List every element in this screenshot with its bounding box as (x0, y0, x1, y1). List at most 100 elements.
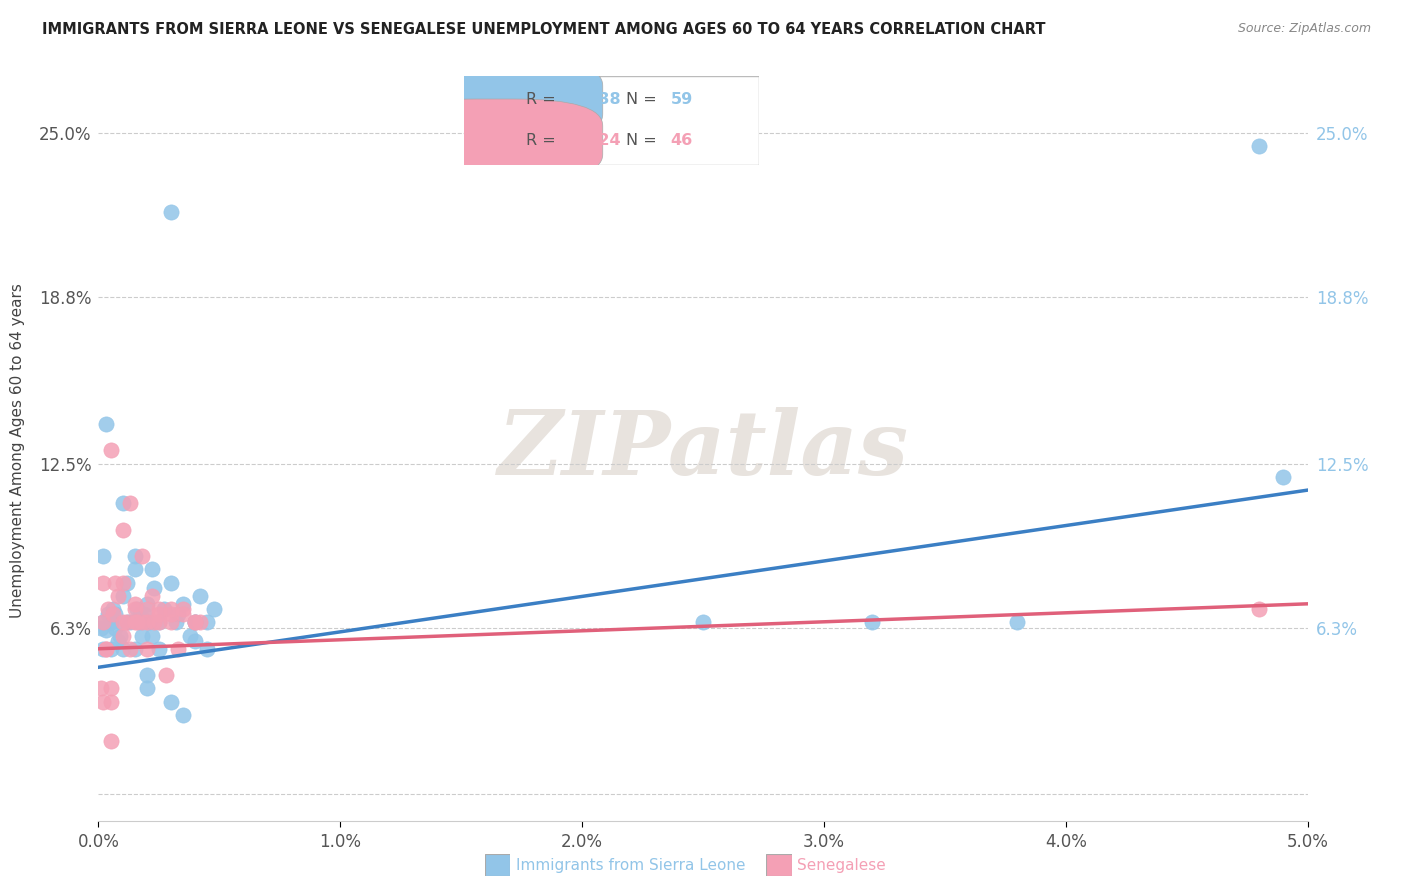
Text: R =: R = (526, 93, 561, 107)
Point (100, 681, 122, 696)
Point (124, 549, 146, 564)
Text: 0.338: 0.338 (571, 93, 621, 107)
Point (111, 615, 134, 630)
Point (188, 589, 211, 603)
Point (111, 629, 134, 643)
Point (141, 629, 163, 643)
Point (111, 589, 134, 603)
Point (111, 523, 134, 537)
Text: IMMIGRANTS FROM SIERRA LEONE VS SENEGALESE UNEMPLOYMENT AMONG AGES 60 TO 64 YEAR: IMMIGRANTS FROM SIERRA LEONE VS SENEGALE… (42, 22, 1046, 37)
Point (135, 597, 157, 611)
Point (195, 641, 218, 656)
Point (94, 417, 117, 431)
FancyBboxPatch shape (464, 76, 759, 165)
Point (117, 615, 139, 630)
Point (94, 624, 117, 638)
Point (167, 641, 190, 656)
Point (94, 641, 117, 656)
Point (91, 615, 114, 630)
Point (94, 641, 117, 656)
Point (1007, 615, 1029, 630)
Point (127, 615, 149, 630)
Point (860, 615, 883, 630)
Point (179, 629, 201, 643)
Point (160, 205, 183, 219)
Y-axis label: Unemployment Among Ages 60 to 64 years: Unemployment Among Ages 60 to 64 years (10, 283, 25, 618)
Point (184, 615, 207, 630)
Point (135, 615, 157, 630)
Point (131, 629, 153, 643)
Text: Senegalese: Senegalese (797, 858, 886, 872)
Point (160, 615, 183, 630)
Point (117, 615, 139, 630)
Point (135, 681, 157, 696)
Point (204, 602, 226, 616)
Point (148, 641, 170, 656)
Text: N =: N = (627, 133, 662, 147)
Point (155, 668, 177, 682)
Point (143, 581, 166, 595)
Point (100, 615, 122, 630)
Point (118, 496, 141, 510)
Point (160, 602, 183, 616)
Point (188, 615, 211, 630)
Point (111, 575, 134, 590)
Point (104, 621, 127, 635)
Point (184, 615, 207, 630)
Point (160, 607, 183, 622)
Point (134, 607, 156, 622)
Text: 59: 59 (671, 93, 693, 107)
Point (118, 641, 141, 656)
Text: 0.124: 0.124 (571, 133, 621, 147)
Point (108, 629, 131, 643)
Point (135, 602, 157, 616)
Point (141, 589, 163, 603)
Point (1272, 470, 1295, 484)
Point (100, 641, 122, 656)
Point (100, 734, 122, 748)
Point (172, 602, 194, 616)
Point (128, 615, 150, 630)
Text: 46: 46 (671, 133, 693, 147)
Point (111, 496, 134, 510)
Point (124, 562, 146, 576)
Point (165, 615, 187, 630)
Point (184, 633, 207, 648)
Point (97, 607, 120, 622)
Point (143, 615, 166, 630)
Point (124, 597, 146, 611)
Point (104, 607, 127, 622)
Text: Immigrants from Sierra Leone: Immigrants from Sierra Leone (516, 858, 745, 872)
Point (692, 615, 714, 630)
Point (1249, 602, 1271, 616)
Point (118, 615, 141, 630)
Point (135, 641, 157, 656)
Point (124, 602, 146, 616)
Point (91, 641, 114, 656)
Point (148, 607, 170, 622)
Point (152, 602, 174, 616)
Point (131, 615, 153, 630)
Point (101, 607, 124, 622)
Point (91, 615, 114, 630)
Text: R =: R = (526, 133, 561, 147)
Point (101, 602, 124, 616)
Point (117, 575, 139, 590)
Point (128, 607, 150, 622)
Point (127, 602, 149, 616)
Point (1249, 139, 1271, 153)
Point (195, 615, 218, 630)
Point (148, 615, 170, 630)
Point (97, 602, 120, 616)
Point (90, 621, 112, 635)
Point (100, 615, 122, 630)
Point (160, 575, 183, 590)
Point (167, 607, 190, 622)
Point (100, 695, 122, 709)
Text: ZIPatlas: ZIPatlas (498, 408, 908, 493)
Point (90, 681, 112, 696)
Point (172, 597, 194, 611)
FancyBboxPatch shape (387, 59, 603, 141)
Point (124, 615, 146, 630)
Point (124, 641, 146, 656)
